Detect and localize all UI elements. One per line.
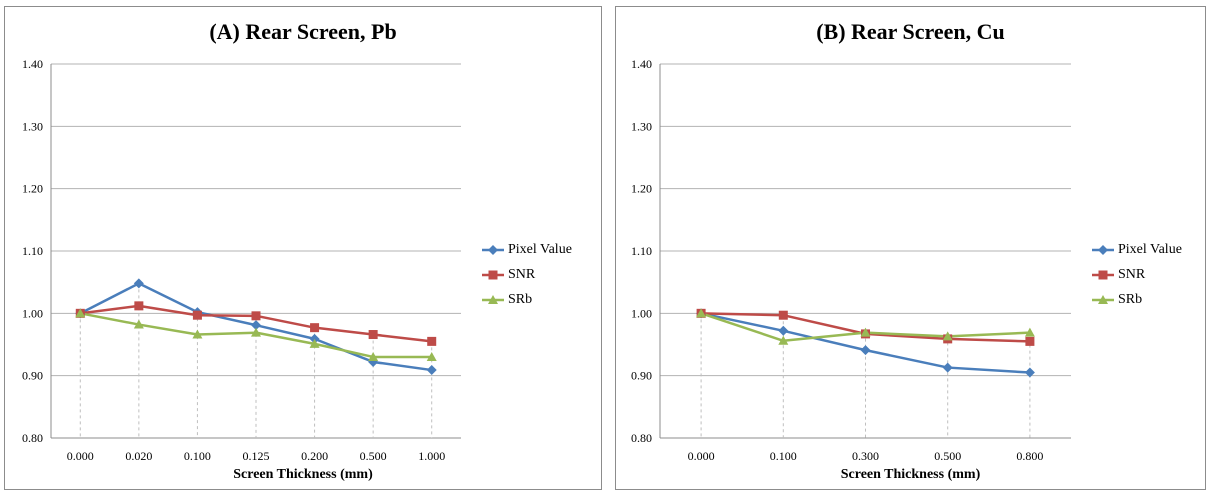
- y-tick-label: 1.10: [22, 244, 43, 258]
- chart-panel-b: (B) Rear Screen, Cu 0.80 0.90 1.00 1.10 1.20…: [615, 6, 1206, 490]
- y-tick-label: 1.00: [631, 306, 652, 320]
- chart-panel-a: (A) Rear Screen, Pb 0.80 0.90 1.00 1.10 1.20…: [4, 6, 602, 490]
- x-tick-label: 0.300: [852, 449, 879, 463]
- x-tick-label: 1.000: [418, 449, 445, 463]
- data-point: [310, 323, 320, 333]
- legend-swatch-marker: [1098, 294, 1108, 304]
- x-tick-label: 0.500: [934, 449, 961, 463]
- legend: Pixel Value SNR SRb: [1092, 237, 1182, 312]
- legend-swatch: [482, 270, 504, 279]
- legend-label: SNR: [508, 266, 536, 282]
- legend-swatch-marker: [1098, 244, 1108, 255]
- data-point: [192, 329, 203, 339]
- data-point: [860, 345, 871, 356]
- chart-plot-a: 0.80 0.90 1.00 1.10 1.20 1.30 1.40 0.000 0.020 0.…: [22, 57, 461, 463]
- data-point: [368, 330, 378, 340]
- legend: Pixel Value SNR SRb: [482, 237, 572, 312]
- x-axis-label: Screen Thickness (mm): [233, 467, 373, 482]
- legend-swatch: [1092, 294, 1114, 304]
- x-tick-label: 0.100: [184, 449, 211, 463]
- y-tick-label: 1.40: [22, 57, 43, 71]
- chart-title: (B) Rear Screen, Cu: [816, 19, 1005, 44]
- x-tick-label: 0.500: [360, 449, 387, 463]
- data-point: [134, 301, 144, 311]
- legend-entry: SNR: [1092, 262, 1182, 287]
- y-tick-label: 1.00: [22, 306, 43, 320]
- legend-label: SNR: [1118, 266, 1146, 282]
- y-tick-label: 1.40: [631, 57, 652, 71]
- data-point: [251, 327, 261, 337]
- legend-label: Pixel Value: [1118, 241, 1182, 257]
- legend-label: SRb: [1118, 291, 1143, 307]
- data-point: [75, 308, 86, 318]
- data-point: [1025, 336, 1035, 346]
- x-tick-label: 0.800: [1016, 449, 1043, 463]
- data-point: [942, 331, 953, 341]
- legend-swatch: [482, 294, 504, 304]
- chart-plot-b: 0.80 0.90 1.00 1.10 1.20 1.30 1.40 0.000 0.100 0.…: [631, 57, 1071, 463]
- data-point: [860, 327, 871, 337]
- legend-swatch-marker: [488, 294, 498, 304]
- legend-label: Pixel Value: [508, 241, 572, 257]
- data-point: [251, 311, 261, 321]
- x-tick-label: 0.100: [770, 449, 797, 463]
- data-point: [133, 278, 144, 289]
- legend-swatch: [1092, 270, 1114, 279]
- x-tick-label: 0.125: [243, 449, 270, 463]
- data-point: [778, 325, 789, 336]
- data-point: [1024, 327, 1035, 337]
- legend-swatch: [1092, 244, 1114, 255]
- y-tick-label: 1.30: [631, 119, 652, 133]
- x-tick-label: 0.200: [301, 449, 328, 463]
- chart-title: (A) Rear Screen, Pb: [209, 19, 397, 44]
- legend-entry: Pixel Value: [482, 237, 572, 262]
- legend-entry: SRb: [1092, 287, 1182, 312]
- y-tick-label: 1.10: [631, 244, 652, 258]
- data-point: [427, 336, 437, 346]
- legend-swatch-marker: [488, 244, 498, 255]
- y-tick-label: 1.20: [22, 182, 43, 196]
- x-axis-label: Screen Thickness (mm): [840, 467, 981, 482]
- legend-swatch-marker: [1098, 270, 1108, 279]
- y-tick-label: 0.90: [22, 369, 43, 383]
- data-point: [251, 320, 261, 331]
- data-point: [942, 362, 953, 373]
- data-point: [192, 310, 202, 320]
- data-point: [1024, 367, 1035, 378]
- y-tick-label: 0.90: [631, 369, 652, 383]
- data-point: [696, 308, 707, 318]
- data-point: [309, 338, 320, 348]
- legend-swatch: [482, 244, 504, 255]
- y-tick-label: 0.80: [631, 431, 652, 445]
- x-tick-label: 0.000: [67, 449, 94, 463]
- x-tick-label: 0.020: [125, 449, 152, 463]
- data-point: [778, 335, 789, 345]
- y-tick-label: 0.80: [22, 431, 43, 445]
- data-point: [426, 351, 437, 361]
- legend-label: SRb: [508, 291, 533, 307]
- x-tick-label: 0.000: [688, 449, 715, 463]
- legend-swatch-marker: [488, 270, 498, 279]
- data-point: [778, 310, 788, 320]
- legend-entry: SRb: [482, 287, 572, 312]
- y-tick-label: 1.20: [631, 182, 652, 196]
- y-tick-label: 1.30: [22, 119, 43, 133]
- legend-entry: Pixel Value: [1092, 237, 1182, 262]
- data-point: [426, 365, 437, 376]
- data-point: [368, 351, 379, 361]
- legend-entry: SNR: [482, 262, 572, 287]
- data-point: [133, 319, 144, 329]
